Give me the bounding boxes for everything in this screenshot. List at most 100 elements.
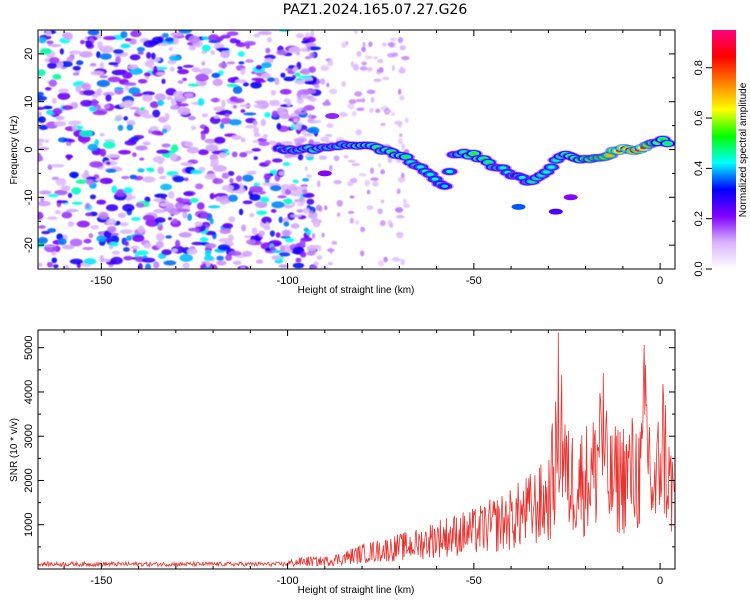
noise-blob (50, 163, 65, 168)
noise-blob (403, 203, 411, 209)
noise-blob (294, 199, 301, 203)
noise-blob (38, 91, 44, 97)
noise-blob (395, 231, 404, 239)
noise-blob (203, 255, 214, 262)
noise-blob (280, 184, 291, 190)
noise-blob (249, 193, 261, 201)
noise-blob (231, 135, 242, 140)
noise-blob (399, 133, 403, 137)
noise-blob (85, 40, 93, 48)
noise-blob (67, 220, 75, 227)
noise-blob (317, 245, 322, 252)
snr-x-axis-label: Height of straight line (km) (298, 585, 415, 596)
noise-blob (204, 243, 217, 249)
noise-blob (343, 154, 349, 159)
snr-x-ticks: -150 -100 -50 0 (63, 330, 663, 587)
noise-blob (295, 257, 302, 263)
noise-blob (47, 228, 57, 233)
noise-blob (278, 252, 291, 257)
noise-blob (312, 221, 321, 228)
noise-blob (87, 143, 98, 151)
noise-blob (348, 99, 357, 104)
noise-blob (48, 79, 58, 87)
noise-blob (191, 125, 197, 131)
noise-blob (161, 249, 172, 256)
noise-blob (299, 75, 312, 79)
spectrogram-ridge (271, 113, 675, 215)
noise-blob (326, 82, 330, 88)
noise-blob (79, 51, 93, 58)
noise-blob (124, 85, 129, 91)
noise-blob (89, 62, 97, 67)
noise-blob (180, 162, 194, 166)
noise-blob (393, 258, 402, 262)
noise-blob (67, 139, 76, 143)
noise-blob (242, 250, 253, 257)
snr-panel: -150 -100 -50 0 1000 2000 3000 4000 5000 Height… (9, 329, 676, 596)
noise-blob (366, 89, 376, 94)
noise-blob (317, 180, 321, 188)
noise-blob (218, 152, 227, 159)
noise-blob (89, 194, 96, 200)
noise-blob (170, 104, 180, 110)
noise-blob (208, 40, 221, 44)
noise-blob (358, 173, 367, 177)
noise-blob (234, 79, 248, 84)
spectrogram-y-axis-label: Frequency (Hz) (9, 116, 20, 185)
noise-blob (308, 113, 312, 119)
noise-blob (377, 259, 385, 267)
noise-blob (204, 230, 216, 236)
snr-frame (37, 329, 676, 570)
noise-blob (57, 92, 71, 100)
noise-blob (396, 188, 401, 195)
noise-blob (229, 250, 242, 256)
noise-blob (142, 91, 155, 96)
noise-blob (245, 43, 250, 49)
noise-blob (59, 48, 65, 55)
noise-blob (157, 166, 165, 175)
noise-blob (235, 175, 243, 182)
noise-blob (145, 263, 152, 269)
noise-blob (303, 105, 315, 111)
noise-blob (112, 250, 121, 255)
noise-blob (268, 101, 281, 107)
noise-blob (300, 184, 308, 188)
y-tick-label: 10 (23, 96, 35, 108)
noise-blob (213, 136, 226, 144)
noise-blob (146, 51, 152, 59)
noise-blob (264, 160, 272, 165)
noise-blob (297, 202, 304, 207)
noise-blob (232, 85, 243, 94)
noise-blob (110, 232, 120, 236)
noise-blob (151, 52, 156, 60)
noise-blob (39, 190, 52, 195)
noise-blob (313, 84, 320, 89)
noise-blob (216, 255, 224, 261)
noise-blob (333, 180, 342, 185)
noise-blob (47, 216, 58, 220)
noise-blob (306, 245, 317, 252)
colorbar-label: Normalized spectral amplitude (738, 82, 749, 217)
noise-blob (306, 156, 314, 161)
ridge-side-blob (548, 208, 563, 215)
noise-blob (278, 171, 285, 176)
noise-blob (52, 97, 57, 104)
noise-blob (154, 217, 166, 224)
noise-blob (370, 177, 379, 181)
noise-blob (397, 122, 403, 128)
noise-blob (210, 158, 219, 166)
noise-blob (124, 241, 129, 247)
noise-blob (178, 232, 192, 238)
noise-blob (102, 35, 117, 41)
ridge-side-blob (511, 203, 526, 210)
noise-blob (353, 63, 358, 70)
noise-blob (82, 246, 94, 251)
noise-blob (67, 120, 82, 126)
noise-blob (213, 106, 226, 112)
noise-blob (210, 97, 221, 103)
noise-blob (402, 198, 407, 205)
noise-blob (105, 94, 112, 102)
noise-blob (244, 150, 254, 154)
noise-blob (303, 133, 313, 137)
noise-blob (99, 148, 107, 157)
